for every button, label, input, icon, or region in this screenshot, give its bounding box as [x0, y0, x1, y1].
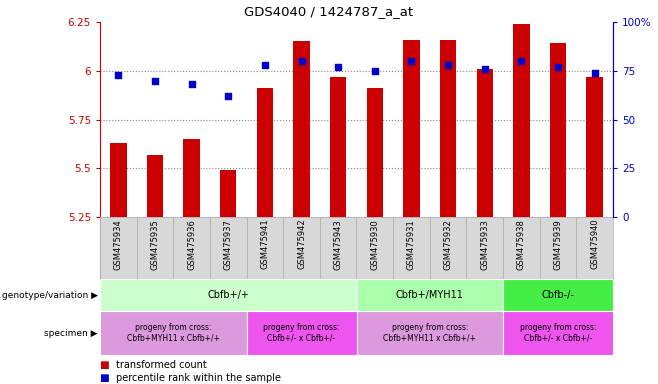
- Text: progeny from cross:
Cbfb+/- x Cbfb+/-: progeny from cross: Cbfb+/- x Cbfb+/-: [520, 323, 596, 343]
- Text: progeny from cross:
Cbfb+MYH11 x Cbfb+/+: progeny from cross: Cbfb+MYH11 x Cbfb+/+: [127, 323, 220, 343]
- Text: percentile rank within the sample: percentile rank within the sample: [116, 373, 282, 383]
- Text: GSM475937: GSM475937: [224, 219, 233, 270]
- Text: progeny from cross:
Cbfb+/- x Cbfb+/-: progeny from cross: Cbfb+/- x Cbfb+/-: [263, 323, 340, 343]
- Point: [370, 68, 380, 74]
- Point: [480, 66, 490, 72]
- Bar: [513, 24, 530, 217]
- Text: GSM475938: GSM475938: [517, 219, 526, 270]
- Point: [553, 64, 563, 70]
- Text: Cbfb+/+: Cbfb+/+: [207, 290, 249, 300]
- Text: GSM475930: GSM475930: [370, 219, 379, 270]
- Bar: [247, 311, 357, 355]
- Bar: [503, 279, 613, 311]
- Bar: [367, 88, 383, 217]
- Bar: [220, 170, 236, 217]
- Point: [260, 62, 270, 68]
- Text: GSM475931: GSM475931: [407, 219, 416, 270]
- Bar: [330, 76, 346, 217]
- Point: [333, 64, 343, 70]
- Text: ■: ■: [100, 360, 113, 370]
- Point: [443, 62, 453, 68]
- Bar: [147, 155, 163, 217]
- Bar: [100, 279, 357, 311]
- Bar: [550, 43, 567, 217]
- Text: Cbfb-/-: Cbfb-/-: [542, 290, 574, 300]
- Text: progeny from cross:
Cbfb+MYH11 x Cbfb+/+: progeny from cross: Cbfb+MYH11 x Cbfb+/+: [384, 323, 476, 343]
- Text: GSM475933: GSM475933: [480, 219, 490, 270]
- Text: GSM475940: GSM475940: [590, 219, 599, 270]
- Bar: [100, 311, 247, 355]
- Point: [113, 71, 124, 78]
- Bar: [184, 139, 200, 217]
- Point: [150, 78, 161, 84]
- Point: [223, 93, 234, 99]
- Bar: [257, 88, 273, 217]
- Bar: [403, 40, 420, 217]
- Text: GDS4040 / 1424787_a_at: GDS4040 / 1424787_a_at: [244, 5, 414, 18]
- Point: [186, 81, 197, 88]
- Text: ■: ■: [100, 373, 113, 383]
- Bar: [440, 40, 457, 217]
- Bar: [476, 69, 493, 217]
- Bar: [357, 279, 503, 311]
- Text: GSM475936: GSM475936: [187, 219, 196, 270]
- Bar: [357, 311, 503, 355]
- Text: GSM475941: GSM475941: [261, 219, 269, 270]
- Text: GSM475934: GSM475934: [114, 219, 123, 270]
- Text: GSM475939: GSM475939: [553, 219, 563, 270]
- Bar: [110, 143, 126, 217]
- Text: GSM475935: GSM475935: [151, 219, 159, 270]
- Point: [590, 70, 600, 76]
- Text: GSM475942: GSM475942: [297, 219, 306, 270]
- Point: [516, 58, 526, 64]
- Bar: [503, 311, 613, 355]
- Point: [406, 58, 417, 64]
- Text: specimen ▶: specimen ▶: [45, 328, 98, 338]
- Text: transformed count: transformed count: [116, 360, 207, 370]
- Bar: [586, 76, 603, 217]
- Point: [296, 58, 307, 64]
- Bar: [293, 41, 310, 217]
- Text: GSM475943: GSM475943: [334, 219, 343, 270]
- Text: genotype/variation ▶: genotype/variation ▶: [2, 291, 98, 300]
- Text: GSM475932: GSM475932: [443, 219, 453, 270]
- Text: Cbfb+/MYH11: Cbfb+/MYH11: [396, 290, 464, 300]
